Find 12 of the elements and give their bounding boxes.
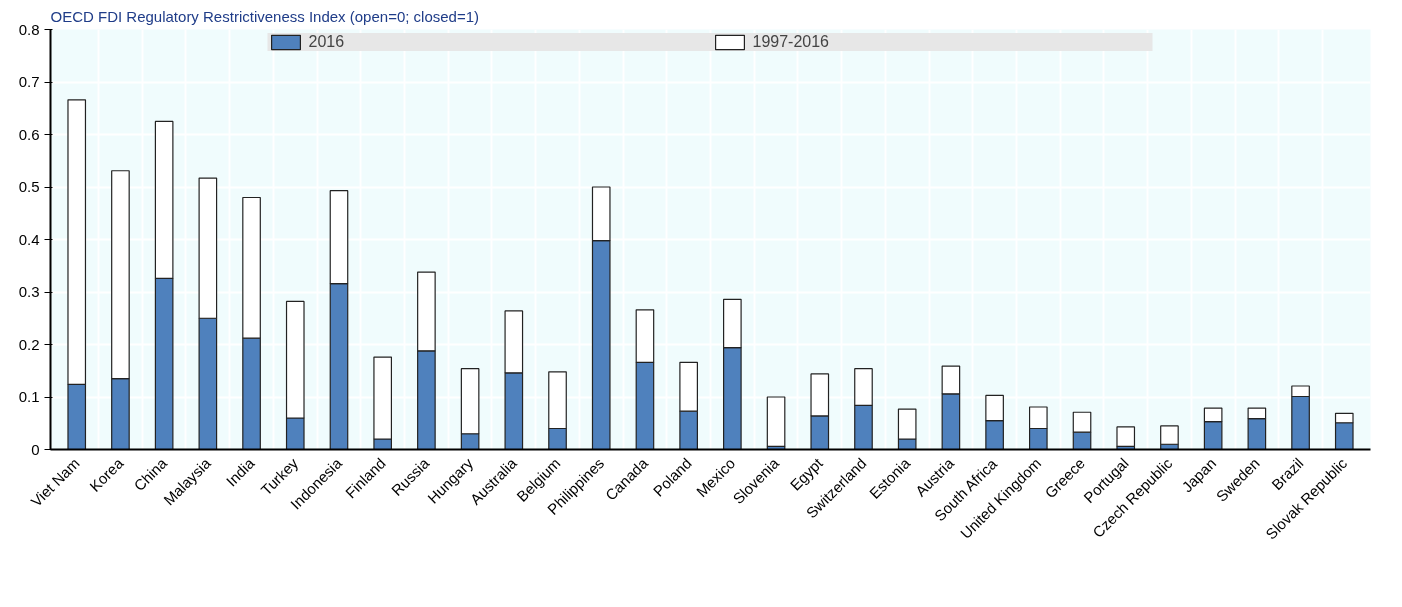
y-tick-label: 0.7: [18, 73, 40, 90]
y-tick-label: 0.6: [18, 125, 40, 143]
legend-label: 1997-2016: [752, 33, 830, 51]
y-tick-label: 0.5: [18, 178, 40, 195]
y-tick-label: 0: [31, 440, 40, 458]
y-tick-label: 0.4: [18, 230, 40, 248]
y-tick-label: 0.8: [18, 20, 40, 38]
y-tick-label: 0.3: [18, 283, 40, 300]
y-axis-title: OECD FDI Regulatory Restrictiveness Index (open=0; closed=1): [50, 7, 480, 25]
legend-label: 2016: [308, 33, 346, 51]
y-tick-label: 0.2: [18, 335, 40, 353]
y-tick-label: 0.1: [18, 388, 40, 405]
